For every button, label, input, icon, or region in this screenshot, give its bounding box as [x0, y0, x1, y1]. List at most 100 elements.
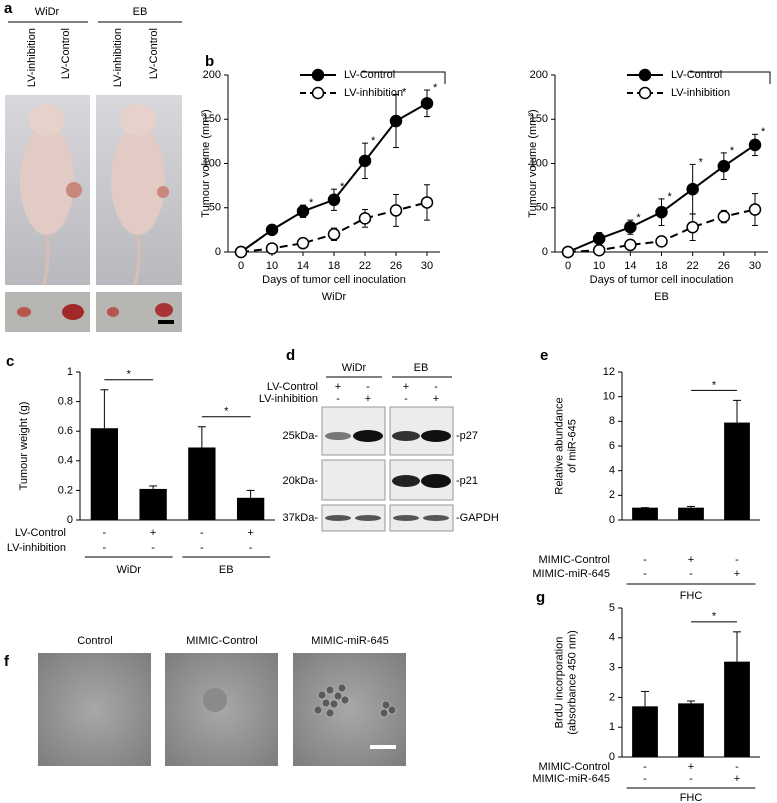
marker [655, 205, 668, 219]
bar [632, 507, 658, 520]
x-tick-label: 18 [655, 260, 667, 272]
size-label: 20kDa- [283, 475, 319, 487]
panel-label: a [4, 0, 13, 17]
marker [265, 223, 279, 237]
mouse-photo [96, 95, 182, 286]
panel-label: b [205, 53, 214, 70]
x-axis-label: Days of tumor cell inoculation [590, 274, 734, 286]
y-tick-label: 100 [530, 157, 548, 169]
sign: + [365, 393, 371, 405]
legend-marker [311, 86, 325, 100]
bar [632, 706, 658, 757]
significance: * [402, 86, 407, 98]
bracket [690, 71, 771, 84]
significance: * [761, 126, 766, 138]
condition-label: MIMIC-Control [538, 761, 610, 773]
y-tick-label: 100 [203, 157, 221, 169]
y-tick-label: 8 [609, 415, 615, 427]
y-tick-label: 200 [203, 69, 221, 81]
y-tick-label: 50 [209, 202, 221, 214]
marker [296, 205, 310, 218]
bar [188, 447, 216, 520]
image-title: MIMIC-Control [186, 635, 258, 647]
y-tick-label: 4 [609, 465, 615, 477]
group-label: WiDr [117, 564, 142, 576]
x-tick-label: 10 [266, 260, 278, 272]
x-tick-label: 26 [718, 260, 730, 272]
significance: * [712, 379, 717, 391]
tumor-photo [5, 292, 182, 332]
y-tick-label: 6 [609, 440, 615, 452]
condition-sign: + [247, 527, 253, 539]
panel-label: e [540, 347, 548, 364]
condition-label: MIMIC-miR-645 [532, 773, 610, 785]
x-tick-label: 22 [359, 260, 371, 272]
marker [686, 182, 699, 196]
sign: - [404, 393, 408, 405]
marker [748, 138, 762, 152]
bar [139, 488, 167, 520]
legend-marker [311, 68, 325, 82]
x-tick-label: 30 [749, 260, 761, 272]
y-axis-label: of miR-645 [566, 419, 578, 473]
marker [358, 212, 372, 225]
group-label: EB [219, 564, 234, 576]
marker [748, 203, 762, 216]
condition-sign: - [200, 542, 204, 554]
y-tick-label: 1 [67, 366, 73, 378]
condition-label: MIMIC-Control [538, 554, 610, 566]
condition-sign: - [643, 568, 647, 580]
legend-label: LV-Control [344, 69, 395, 81]
condition-label: MIMIC-miR-645 [532, 568, 610, 580]
y-axis-label: Tumour volume (mm³) [527, 109, 539, 217]
condition-sign: + [688, 761, 694, 773]
legend-label: LV-inhibition [671, 87, 730, 99]
y-tick-label: 5 [609, 602, 615, 614]
bar [90, 428, 119, 520]
bracket [362, 71, 446, 84]
marker [265, 242, 279, 255]
y-tick-label: 3 [609, 662, 615, 674]
lane-label: LV-inhibition [112, 28, 124, 87]
sign: + [335, 381, 341, 393]
panel-label: c [6, 353, 14, 370]
condition-sign: - [103, 527, 107, 539]
x-axis-label: Days of tumor cell inoculation [262, 274, 406, 286]
significance: * [699, 156, 704, 168]
y-tick-label: 0.6 [58, 425, 73, 437]
marker [717, 159, 731, 173]
sign: - [336, 393, 340, 405]
condition-sign: - [249, 542, 253, 554]
protein-label: -p27 [456, 430, 478, 442]
sign: + [433, 393, 439, 405]
marker [592, 232, 606, 245]
x-tick-label: 26 [390, 260, 402, 272]
marker [327, 228, 341, 241]
condition-sign: - [643, 761, 647, 773]
significance: * [636, 212, 641, 224]
chart-subtitle: WiDr [322, 291, 347, 303]
x-tick-label: 14 [297, 260, 309, 272]
x-tick-label: 22 [687, 260, 699, 272]
x-tick-label: 14 [624, 260, 636, 272]
row-label: LV-inhibition [259, 393, 318, 405]
condition-label: LV-Control [15, 527, 66, 539]
significance: * [340, 181, 345, 193]
y-tick-label: 0.4 [58, 455, 73, 467]
y-tick-label: 150 [530, 113, 548, 125]
marker [655, 235, 668, 248]
condition-sign: - [735, 761, 739, 773]
y-tick-label: 0.2 [58, 484, 73, 496]
y-axis-label: Tumour weight (g) [18, 402, 30, 491]
x-tick-label: 18 [328, 260, 340, 272]
sign: + [403, 381, 409, 393]
y-tick-label: 2 [609, 691, 615, 703]
marker [686, 220, 699, 234]
y-tick-label: 0 [215, 246, 221, 258]
marker [624, 220, 637, 234]
y-tick-label: 4 [609, 632, 615, 644]
condition-sign: - [103, 542, 107, 554]
y-tick-label: 0 [609, 751, 615, 763]
legend-marker [638, 86, 652, 100]
